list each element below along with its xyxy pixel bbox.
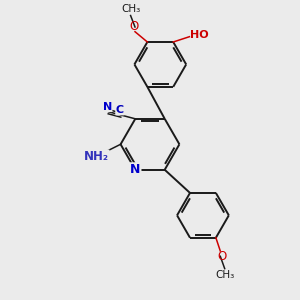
Text: C: C xyxy=(116,105,124,115)
Text: HO: HO xyxy=(190,30,208,40)
Text: NH₂: NH₂ xyxy=(84,150,109,163)
Text: CH₃: CH₃ xyxy=(121,4,140,14)
Text: N: N xyxy=(103,101,112,112)
Text: CH₃: CH₃ xyxy=(215,270,234,280)
Text: N: N xyxy=(130,163,140,176)
Text: O: O xyxy=(130,20,139,34)
Text: O: O xyxy=(218,250,227,263)
